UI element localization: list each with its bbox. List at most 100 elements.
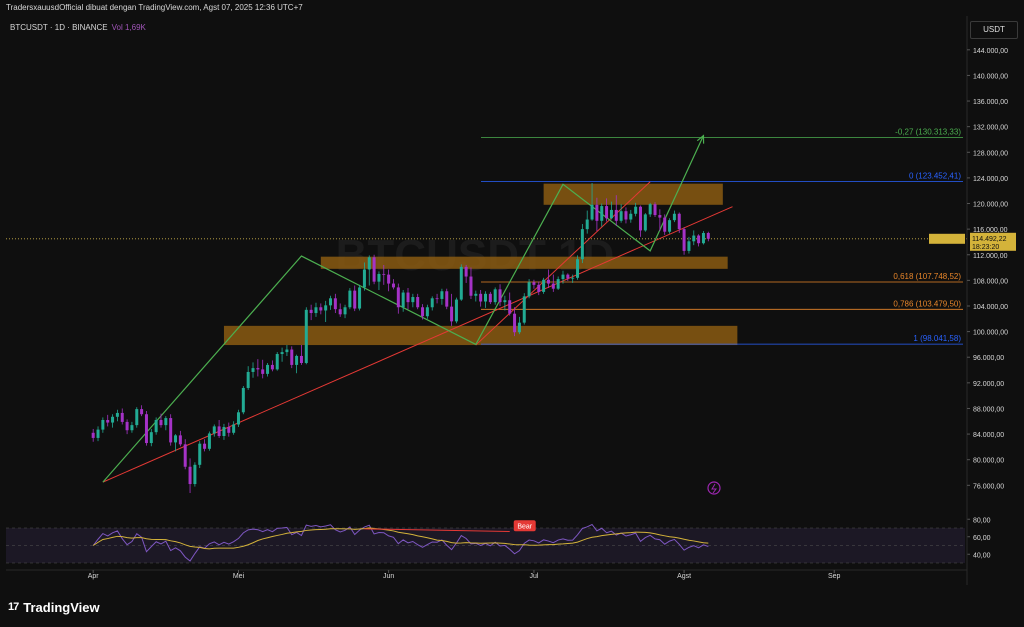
candle[interactable]	[590, 183, 594, 221]
candle[interactable]	[309, 304, 313, 321]
candle[interactable]	[174, 434, 178, 452]
candle[interactable]	[682, 227, 686, 255]
candle[interactable]	[275, 352, 279, 371]
candle[interactable]	[479, 289, 483, 307]
candle[interactable]	[585, 210, 589, 234]
candle[interactable]	[634, 202, 638, 217]
candle[interactable]	[178, 430, 182, 447]
candle[interactable]	[319, 303, 323, 315]
candle[interactable]	[532, 279, 536, 289]
candle[interactable]	[571, 274, 575, 283]
candle[interactable]	[241, 386, 245, 415]
candle[interactable]	[358, 284, 362, 311]
candle[interactable]	[304, 307, 308, 365]
candle[interactable]	[425, 304, 429, 319]
candle[interactable]	[677, 212, 681, 233]
candle[interactable]	[169, 414, 173, 446]
supply-demand-zone[interactable]	[320, 256, 728, 269]
trend-line[interactable]	[102, 206, 733, 483]
candle[interactable]	[387, 269, 391, 292]
candle[interactable]	[91, 428, 95, 442]
candle[interactable]	[454, 297, 458, 324]
candle[interactable]	[391, 279, 395, 290]
flash-alert-icon[interactable]	[707, 481, 721, 495]
candle[interactable]	[576, 255, 580, 280]
candle[interactable]	[236, 409, 240, 428]
candle[interactable]	[493, 287, 497, 305]
candle[interactable]	[411, 293, 415, 308]
candle[interactable]	[556, 276, 560, 290]
candle[interactable]	[106, 414, 110, 427]
candle[interactable]	[503, 295, 507, 311]
symbol-legend[interactable]: BTCUSDT · 1D · BINANCE Vol 1,69K	[10, 23, 146, 32]
candle[interactable]	[183, 439, 187, 470]
candle[interactable]	[280, 347, 284, 362]
candle[interactable]	[706, 231, 710, 242]
candle[interactable]	[348, 288, 352, 310]
candle[interactable]	[440, 288, 444, 305]
candle[interactable]	[256, 359, 260, 377]
candle[interactable]	[120, 408, 124, 425]
candle[interactable]	[450, 293, 454, 326]
candle[interactable]	[285, 345, 289, 356]
candle[interactable]	[421, 304, 425, 320]
candle[interactable]	[203, 439, 207, 452]
candle[interactable]	[488, 291, 492, 305]
candle[interactable]	[149, 428, 153, 447]
candle[interactable]	[638, 205, 642, 237]
candle[interactable]	[193, 462, 197, 487]
candle[interactable]	[111, 414, 115, 428]
candle[interactable]	[527, 279, 531, 299]
candle[interactable]	[619, 204, 623, 223]
candle[interactable]	[343, 304, 347, 319]
candle[interactable]	[701, 231, 705, 245]
candle[interactable]	[542, 277, 546, 294]
candle[interactable]	[546, 269, 550, 289]
candle[interactable]	[643, 213, 647, 232]
candle[interactable]	[658, 209, 662, 232]
candle[interactable]	[353, 285, 357, 312]
candle[interactable]	[508, 292, 512, 316]
candle[interactable]	[377, 271, 381, 290]
candle[interactable]	[624, 207, 628, 224]
candle[interactable]	[469, 267, 473, 299]
candle[interactable]	[614, 195, 618, 226]
candle[interactable]	[498, 284, 502, 306]
candle[interactable]	[474, 290, 478, 302]
candle[interactable]	[537, 281, 541, 296]
candle[interactable]	[580, 224, 584, 264]
candle[interactable]	[513, 307, 517, 337]
supply-demand-zone[interactable]	[543, 183, 723, 205]
candle[interactable]	[595, 197, 599, 232]
candle[interactable]	[605, 198, 609, 222]
candle[interactable]	[198, 441, 202, 469]
candle[interactable]	[382, 265, 386, 285]
candle[interactable]	[212, 424, 216, 437]
candle[interactable]	[207, 431, 211, 451]
currency-button[interactable]: USDT	[970, 21, 1018, 39]
candle[interactable]	[648, 202, 652, 217]
candle[interactable]	[159, 413, 163, 428]
candle[interactable]	[227, 422, 231, 437]
candle[interactable]	[367, 255, 371, 286]
candle[interactable]	[188, 458, 192, 493]
candle[interactable]	[416, 293, 420, 310]
candle[interactable]	[333, 293, 337, 314]
candle[interactable]	[115, 409, 119, 422]
candle[interactable]	[697, 234, 701, 247]
candle[interactable]	[406, 288, 410, 310]
candle[interactable]	[130, 421, 134, 433]
candle[interactable]	[372, 254, 376, 285]
candle[interactable]	[459, 264, 463, 301]
candle[interactable]	[464, 265, 468, 283]
candle[interactable]	[672, 210, 676, 223]
candle[interactable]	[251, 362, 255, 378]
candle[interactable]	[246, 366, 250, 390]
candle[interactable]	[144, 411, 148, 446]
candle[interactable]	[668, 218, 672, 234]
candle[interactable]	[430, 296, 434, 311]
candle[interactable]	[401, 289, 405, 312]
candle[interactable]	[517, 316, 521, 335]
candle[interactable]	[329, 295, 333, 310]
